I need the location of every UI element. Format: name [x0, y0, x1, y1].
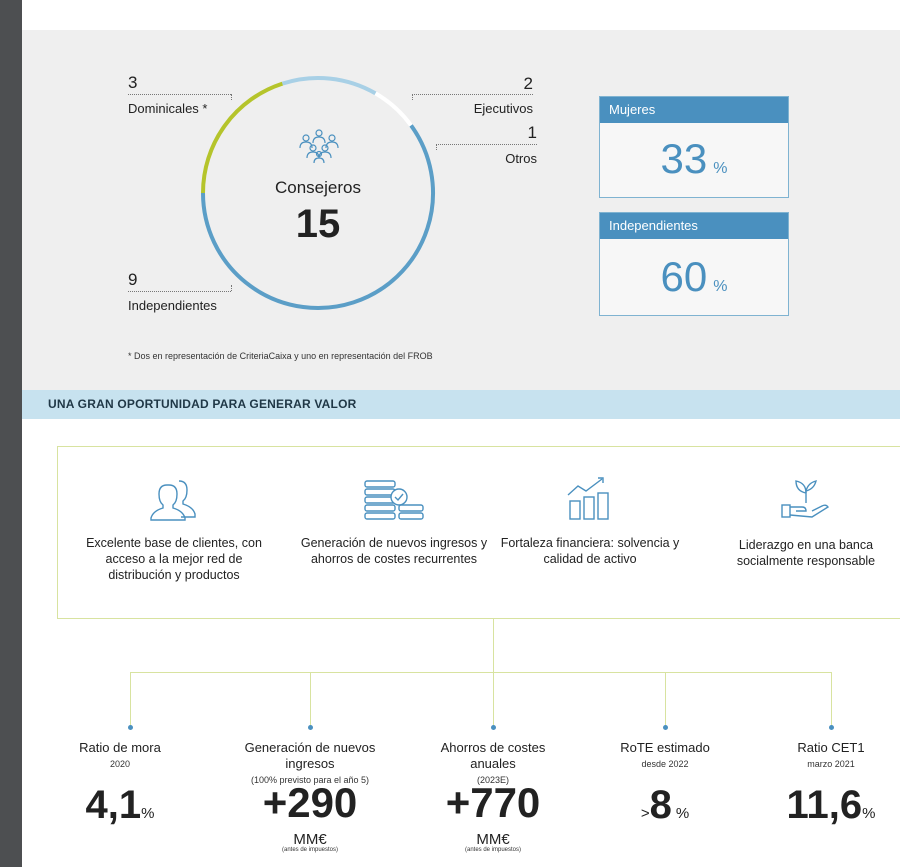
board-composition-section — [22, 30, 900, 390]
board-members-icon — [299, 129, 339, 164]
metric-unit: % — [862, 805, 876, 822]
board-center-label: Consejeros — [275, 178, 361, 197]
otros-leader-tick — [436, 144, 437, 150]
dominicales-count: 3 — [128, 73, 138, 92]
metric-subtitle: (2023E) — [476, 775, 510, 785]
section-banner: UNA GRAN OPORTUNIDAD PARA GENERAR VALOR — [22, 390, 900, 419]
independientes-leader-line — [128, 291, 231, 292]
stat-value-row: 33% — [600, 135, 788, 183]
metric-title: Ahorros de costes anuales — [440, 740, 546, 771]
metric-unit: % — [675, 805, 690, 822]
value-pillars-box: Excelente base de clientes, con acceso a… — [57, 446, 900, 619]
metric-subtitle: (100% previsto para el año 5) — [250, 775, 370, 785]
donut-segment-ejecutivos — [281, 76, 377, 96]
donut-segment-independientes — [201, 124, 435, 310]
pillar-clients: Excelente base de clientes, con acceso a… — [74, 475, 274, 583]
tree-branch-5 — [831, 672, 832, 726]
stat-label: Independientes — [600, 213, 788, 239]
tree-branch-4 — [665, 672, 666, 726]
metric-title: Generación de nuevos ingresos — [244, 740, 376, 771]
stat-unit: % — [713, 160, 728, 177]
stat-unit: % — [713, 278, 728, 295]
metric-subtitle: desde 2022 — [641, 759, 689, 769]
growth-chart-icon — [567, 477, 609, 520]
metric-value-row: 4,1% — [35, 783, 205, 828]
independientes-label: Independientes — [128, 298, 217, 313]
metric-subtitle: 2020 — [109, 759, 131, 769]
dominicales-leader-tick — [231, 94, 232, 100]
metric-title: RoTE estimado — [620, 740, 710, 755]
section-banner-title: UNA GRAN OPORTUNIDAD PARA GENERAR VALOR — [48, 397, 357, 411]
pillar-text: Excelente base de clientes, con acceso a… — [86, 536, 262, 582]
metric-dot — [308, 725, 313, 730]
metric-note: (antes de impuestos) — [281, 847, 339, 853]
metric-ratio-mora: Ratio de mora 2020 4,1% — [35, 740, 205, 828]
metric-value: 4,1 — [85, 783, 142, 827]
tree-trunk-line — [493, 618, 494, 672]
metric-value: 11,6 — [786, 783, 863, 827]
metric-subtitle: marzo 2021 — [807, 759, 855, 769]
dominicales-leader-line — [128, 94, 231, 95]
metric-unit: MM€ — [476, 831, 510, 848]
metric-rote: RoTE estimado desde 2022 >8% — [580, 740, 750, 828]
independientes-leader-tick — [231, 285, 232, 291]
metric-unit: % — [141, 805, 155, 822]
metric-cet1: Ratio CET1 marzo 2021 11,6% — [746, 740, 900, 828]
metric-value: 8 — [649, 783, 672, 827]
metric-dot — [663, 725, 668, 730]
metric-ahorros-costes: Ahorros de costes anuales (2023E) +770 M… — [408, 740, 578, 853]
otros-count: 1 — [527, 123, 537, 142]
tree-branch-1 — [130, 672, 131, 726]
metric-title: Ratio CET1 — [797, 740, 865, 755]
board-center-total: 15 — [295, 202, 341, 246]
pillar-strength: Fortaleza financiera: solvencia y calida… — [490, 475, 690, 567]
hand-plant-icon — [781, 480, 829, 518]
otros-leader-line — [436, 144, 537, 145]
board-footnote: * Dos en representación de CriteriaCaixa… — [128, 351, 433, 361]
donut-segment-dominicales — [201, 81, 284, 194]
independientes-count: 9 — [128, 270, 138, 289]
metric-prefix: > — [640, 805, 650, 822]
stat-value-row: 60% — [600, 253, 788, 301]
stat-label: Mujeres — [600, 97, 788, 123]
stat-value: 33 — [660, 135, 708, 182]
ejecutivos-leader-line — [412, 94, 533, 95]
stat-box-independientes: Independientes 60% — [599, 212, 789, 316]
dominicales-label: Dominicales * — [128, 101, 208, 116]
pillar-text: Liderazgo en una banca socialmente respo… — [736, 538, 876, 568]
donut-segment-otros — [374, 91, 413, 127]
pillar-income: Generación de nuevos ingresos y ahorros … — [294, 475, 494, 567]
otros-label: Otros — [505, 151, 537, 166]
board-donut-chart — [201, 76, 435, 310]
metric-note: (antes de impuestos) — [464, 847, 522, 853]
people-icon — [150, 480, 196, 521]
metric-value-row: +290 — [225, 782, 395, 833]
stat-box-mujeres: Mujeres 33% — [599, 96, 789, 198]
metric-dot — [491, 725, 496, 730]
metric-dot — [128, 725, 133, 730]
tree-horizontal-line — [130, 672, 832, 673]
tree-branch-2 — [310, 672, 311, 726]
stat-value: 60 — [660, 253, 708, 300]
pillar-responsible: Liderazgo en una banca socialmente respo… — [706, 475, 900, 569]
metric-value-row: >8% — [580, 783, 750, 828]
top-margin — [22, 0, 900, 30]
ejecutivos-count: 2 — [523, 74, 533, 93]
metric-unit: MM€ — [293, 831, 327, 848]
metric-value: +770 — [445, 779, 541, 826]
metric-nuevos-ingresos: Generación de nuevos ingresos (100% prev… — [225, 740, 395, 853]
pillar-text: Fortaleza financiera: solvencia y calida… — [500, 536, 680, 566]
ejecutivos-label: Ejecutivos — [473, 101, 533, 116]
metric-value: +290 — [262, 779, 358, 826]
tree-branch-3 — [493, 672, 494, 726]
coins-icon — [364, 480, 424, 520]
metric-value-row: 11,6% — [746, 783, 900, 828]
metric-title: Ratio de mora — [79, 740, 161, 755]
metric-dot — [829, 725, 834, 730]
metric-value-row: +770 — [408, 782, 578, 833]
left-edge-bar — [0, 0, 22, 867]
ejecutivos-leader-tick — [412, 94, 413, 100]
pillar-text: Generación de nuevos ingresos y ahorros … — [300, 536, 488, 566]
